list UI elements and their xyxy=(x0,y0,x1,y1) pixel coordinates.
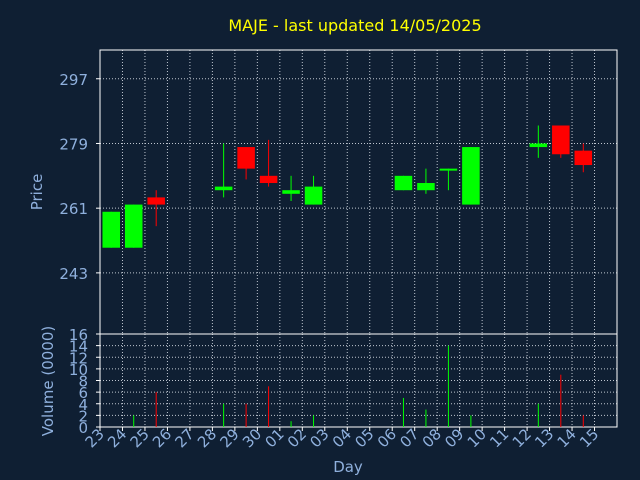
candle-body xyxy=(439,168,458,171)
volume-tick-label: 2 xyxy=(78,407,88,425)
volume-panel-frame xyxy=(99,333,618,428)
candle-body xyxy=(529,143,548,148)
volume-tick-label: 14 xyxy=(69,338,88,356)
candle-body xyxy=(124,204,143,248)
candle-body xyxy=(417,183,435,191)
candle-body xyxy=(552,125,570,155)
candle-body xyxy=(462,147,480,205)
volume-tick-label: 10 xyxy=(69,361,88,379)
candle-body xyxy=(282,190,300,194)
candle-body xyxy=(574,150,593,166)
day-tick-label: 15 xyxy=(576,425,602,451)
price-tick-label: 261 xyxy=(59,200,88,218)
volume-tick-label: 4 xyxy=(78,396,88,414)
volume-tick-label: 12 xyxy=(69,349,88,367)
volume-axis-label: Volume (0000) xyxy=(39,326,57,436)
candle-body xyxy=(304,186,323,205)
volume-tick-label: 8 xyxy=(78,373,88,391)
price-tick-label: 297 xyxy=(59,71,88,89)
volume-tick-label: 16 xyxy=(69,326,88,344)
candle-body xyxy=(214,186,233,191)
day-tick-labels: 2324252627282930010203040506070809101112… xyxy=(82,425,603,451)
price-tick-label: 243 xyxy=(59,265,88,283)
volume-tick-label: 6 xyxy=(78,384,88,402)
chart-title: MAJE - last updated 14/05/2025 xyxy=(228,16,481,35)
candle-body xyxy=(102,211,121,248)
candle-body xyxy=(259,175,278,184)
day-axis-label: Day xyxy=(333,458,363,476)
candle-body xyxy=(147,197,165,205)
volume-tick-label: 0 xyxy=(78,419,88,437)
price-axis-label: Price xyxy=(28,174,46,211)
price-tick-label: 279 xyxy=(59,135,88,153)
price-panel-frame xyxy=(99,49,618,335)
price-panel: 297 279 261 243 xyxy=(59,49,618,335)
candle-body xyxy=(394,175,413,191)
candle-body xyxy=(237,147,255,169)
